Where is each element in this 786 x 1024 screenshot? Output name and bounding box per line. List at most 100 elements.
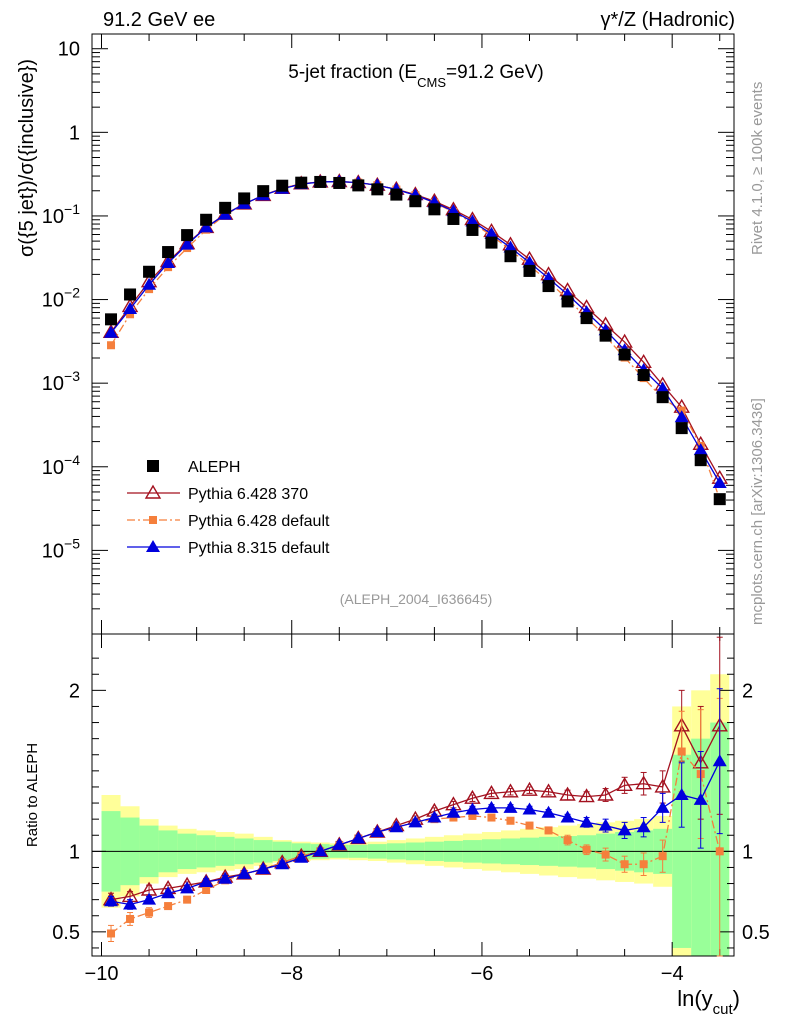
ratio-point [616,776,633,792]
ratio-point [674,788,689,800]
ratio-series-pythia-8-315-default [104,688,727,910]
ratio-point [521,781,538,796]
ratio-point [351,831,366,844]
ratio-bands [101,674,730,956]
ratio-point [712,754,727,767]
data-point [447,212,460,225]
rivet-label: Rivet 4.1.0, ≥ 100k events [749,82,766,255]
data-point [352,179,365,192]
legend-entry: Pythia 6.428 default [127,513,330,530]
ratio-point [218,871,233,884]
data-point [522,255,537,268]
ratio-point [658,852,667,861]
ratio-point [446,805,461,818]
header-left: 91.2 GeV ee [103,9,215,31]
chart-title-pre: 5-jet fraction (E [288,62,417,83]
data-point [484,226,499,239]
ratio-point [560,810,575,823]
ratio-point [635,775,652,790]
ratio-point [578,788,595,803]
data-point [485,236,498,249]
legend-marker [149,516,157,524]
data-point [694,454,707,467]
legend-label: Pythia 6.428 370 [188,486,308,503]
main-series-pythia-8-315-default [104,174,727,489]
analysis-id: (ALEPH_2004_I636645) [340,591,493,607]
main-series-aleph [105,175,726,506]
ratio-point [544,826,553,835]
y-tick-label-exponent: −4 [64,452,80,468]
ratio-point [275,857,290,870]
legend-marker [147,460,159,472]
ratio-point [654,778,671,793]
y-tick-label-exponent: −3 [64,368,80,384]
ratio-point [142,892,157,905]
ratio-point [582,845,591,854]
main-series-pythia-6-428-default [107,177,724,504]
data-point [276,179,289,192]
ratio-point [180,881,195,894]
ratio-point [601,850,610,859]
y-tick-label-base: 10 [42,290,64,312]
ratio-point [107,929,116,938]
ratio-axis-label: Ratio to ALEPH [24,743,41,847]
y-tick-label-base: 10 [42,373,64,395]
data-point [693,443,708,456]
ratio-point [503,800,518,813]
ratio-point [598,818,613,831]
data-point [466,223,479,236]
data-point [428,203,441,216]
legend-entry: Pythia 6.428 370 [127,484,308,503]
data-point [333,176,346,189]
data-point [314,175,327,188]
header-right: γ*/Z (Hadronic) [601,9,735,31]
ratio-point [715,847,724,856]
data-point [504,250,517,263]
ratio-point [199,874,214,887]
mcplots-label: mcplots.cern.ch [arXiv:1306.3436] [749,398,766,625]
ratio-series-layer [102,636,728,957]
ratio-point [563,836,572,845]
ratio-point [620,860,629,869]
ratio-tick-label-left: 2 [69,680,80,702]
ratio-point [487,813,496,822]
data-point [295,176,308,189]
data-point [180,237,195,250]
y-tick-label-exponent: −1 [64,201,80,217]
data-point [107,341,116,350]
ratio-point [389,820,404,833]
data-point [542,280,555,293]
ratio-point [540,783,557,798]
y-axis-label: σ({5 jet})/σ({inclusive}) [16,59,38,257]
ratio-point [161,886,176,899]
ratio-tick-label-left: 0.5 [52,922,80,944]
chart-title: 5-jet fraction (ECMS=91.2 GeV) [288,62,543,90]
ratio-point [522,802,537,815]
data-point [561,295,574,308]
legend-label: ALEPH [188,459,240,476]
data-point [161,255,176,268]
data-point [238,192,251,205]
x-tick-label: −8 [280,963,303,985]
ratio-point [370,825,385,838]
data-point [712,476,727,489]
x-axis-label-pre: ln(y [677,986,712,1011]
y-tick-label-base: 10 [42,457,64,479]
legend: ALEPH Pythia 6.428 370 Pythia 6.428 defaul… [127,459,330,557]
data-point [142,277,157,290]
data-point [675,422,688,435]
y-tick-label-exponent: −2 [64,285,80,301]
data-point [503,240,518,253]
ratio-point [237,866,252,879]
data-point [143,265,156,278]
data-point [162,246,175,259]
data-point [104,325,119,338]
data-point [656,391,669,404]
data-point [655,381,670,394]
ratio-point [636,820,651,833]
chart-title-post: =91.2 GeV) [446,62,544,83]
data-point [124,288,137,301]
y-tick-label: 10−1 [42,201,80,228]
